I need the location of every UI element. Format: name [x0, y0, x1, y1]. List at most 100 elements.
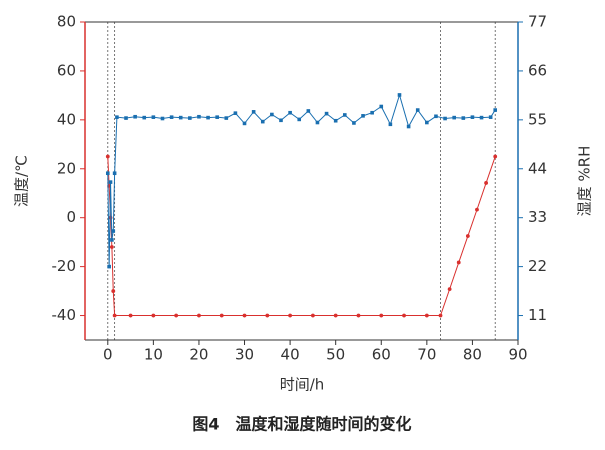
data-point	[484, 181, 488, 185]
data-point	[105, 154, 110, 159]
data-point	[415, 108, 420, 112]
data-point	[107, 264, 111, 269]
data-point	[111, 289, 116, 293]
data-point	[224, 116, 229, 120]
data-point	[447, 287, 452, 292]
data-point	[406, 124, 411, 129]
y-tick-label: -20	[52, 257, 77, 275]
y2-tick-label: 11	[528, 306, 547, 324]
data-point	[297, 117, 302, 122]
data-point	[115, 115, 119, 119]
data-point	[188, 116, 192, 120]
x-tick-label: 60	[372, 346, 391, 364]
y2-tick-label: 44	[528, 159, 547, 177]
data-point	[443, 116, 447, 121]
data-point	[438, 313, 443, 318]
data-point	[333, 118, 338, 123]
data-point	[219, 313, 224, 318]
data-point	[279, 118, 283, 123]
data-point	[251, 110, 256, 114]
data-point	[397, 93, 402, 97]
data-point	[197, 313, 201, 318]
y-tick-label: 20	[57, 159, 76, 177]
y-tick-label: 0	[66, 208, 76, 226]
x-tick-label: 0	[103, 346, 113, 364]
data-point	[151, 115, 156, 119]
series-line	[107, 93, 496, 267]
y2-tick-label: 55	[528, 110, 547, 128]
series-line	[107, 156, 496, 317]
y-tick-label: 60	[57, 61, 76, 79]
y-tick-label: 40	[57, 110, 76, 128]
y2-tick-label: 22	[528, 257, 547, 275]
data-point	[105, 171, 110, 176]
data-point	[379, 104, 384, 109]
data-point	[452, 115, 456, 120]
data-point	[112, 313, 117, 318]
x-tick-label: 10	[144, 346, 163, 364]
y-axis-label: 温度/℃	[13, 155, 31, 207]
x-tick-label: 70	[417, 346, 436, 364]
data-point	[306, 109, 311, 113]
y2-tick-label: 77	[528, 13, 547, 31]
x-axis-label: 时间/h	[280, 376, 325, 394]
data-point	[260, 119, 265, 124]
data-point	[270, 112, 274, 117]
data-point	[333, 313, 338, 318]
data-point	[142, 115, 147, 120]
data-point	[456, 260, 461, 265]
data-point	[265, 313, 270, 318]
data-point	[133, 114, 137, 119]
data-point	[361, 114, 365, 118]
data-point	[310, 313, 315, 318]
data-point	[169, 115, 174, 119]
data-point	[108, 180, 113, 184]
data-point	[315, 120, 320, 125]
data-point	[288, 110, 292, 115]
y2-tick-label: 33	[528, 208, 547, 226]
data-point	[370, 110, 374, 115]
data-point	[233, 111, 238, 115]
data-point	[288, 313, 293, 318]
data-point	[493, 108, 498, 112]
x-tick-label: 20	[189, 346, 208, 364]
data-point	[128, 313, 133, 318]
data-point	[197, 114, 201, 119]
data-point	[151, 313, 156, 318]
data-point	[343, 113, 347, 117]
data-point	[242, 313, 247, 318]
data-point	[324, 111, 329, 116]
data-point	[242, 121, 247, 126]
data-point	[388, 122, 393, 127]
data-point	[479, 115, 484, 120]
chart-title: 图4 温度和湿度随时间的变化	[192, 415, 411, 434]
data-point	[109, 245, 114, 249]
data-point	[488, 115, 493, 119]
y-tick-label: 80	[57, 13, 76, 31]
data-point	[424, 313, 429, 318]
data-point	[461, 116, 466, 120]
data-point	[215, 115, 219, 119]
data-point	[356, 313, 361, 318]
data-point	[112, 171, 117, 176]
data-point	[174, 313, 179, 318]
data-point	[379, 313, 384, 318]
x-tick-label: 30	[235, 346, 254, 364]
y-tick-label: -40	[52, 306, 77, 324]
data-point	[110, 238, 114, 242]
data-point	[425, 120, 429, 125]
y2-tick-label: 66	[528, 61, 547, 79]
data-point	[124, 116, 128, 120]
y2-axis-label: 湿度 %RH	[576, 146, 594, 217]
data-point	[160, 116, 165, 121]
x-tick-label: 40	[281, 346, 300, 364]
x-tick-label: 80	[463, 346, 482, 364]
data-point	[493, 154, 498, 159]
data-point	[206, 115, 210, 120]
data-point	[434, 114, 438, 119]
data-point	[178, 115, 183, 120]
data-point	[470, 115, 475, 119]
data-point	[402, 313, 406, 318]
